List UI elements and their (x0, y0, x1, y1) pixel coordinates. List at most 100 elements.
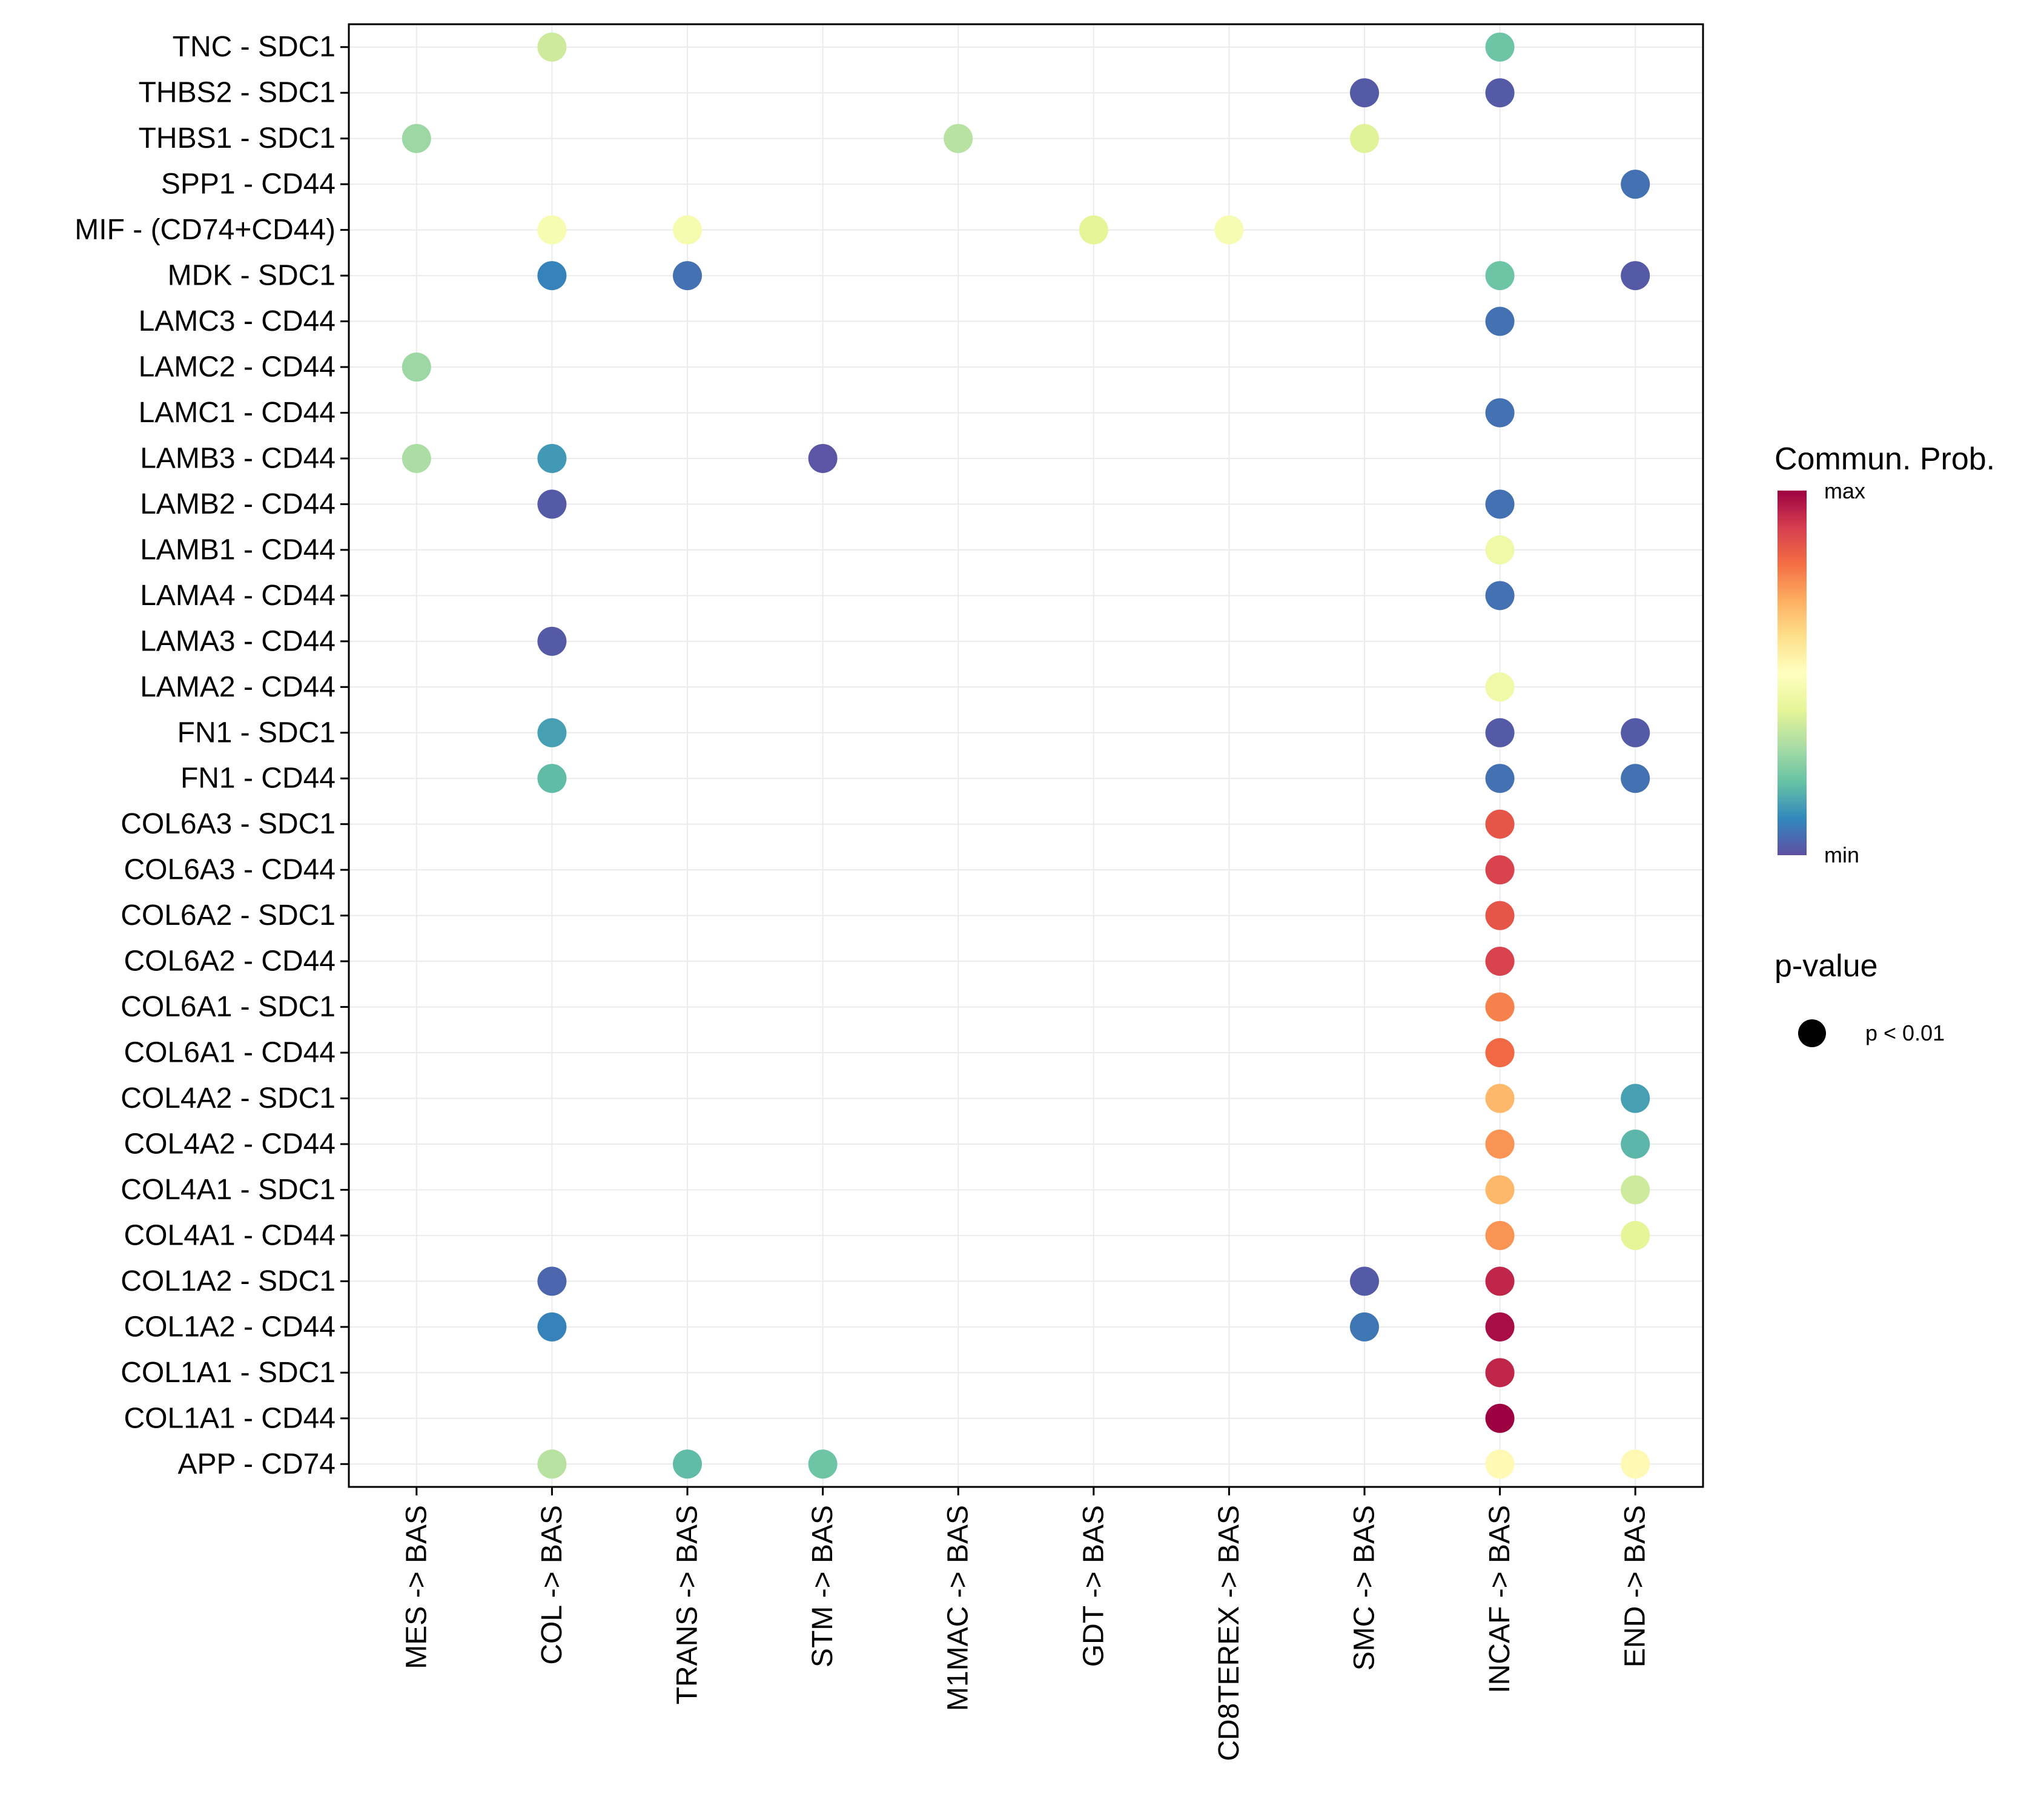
data-point (1350, 1312, 1379, 1342)
data-point (1621, 1084, 1650, 1113)
data-point (1621, 718, 1650, 747)
data-point (1350, 124, 1379, 153)
color-bar (1778, 491, 1807, 855)
data-point (402, 124, 431, 153)
y-tick-label: LAMA3 - CD44 (140, 625, 336, 657)
data-point (1485, 1266, 1515, 1296)
data-point (1485, 901, 1515, 930)
y-tick-label: LAMB1 - CD44 (140, 534, 336, 566)
data-point (537, 1266, 567, 1296)
data-point (1485, 809, 1515, 839)
y-axis: TNC - SDC1 THBS2 - SDC1 THBS1 - SDC1 SPP1 -… (74, 31, 349, 1480)
data-point (1485, 1084, 1515, 1113)
y-tick-label: FN1 - CD44 (180, 763, 336, 795)
legend: Commun. Prob. max min p-value p < 0.01 (1774, 442, 1995, 1047)
data-point (1485, 1129, 1515, 1159)
data-point (673, 261, 702, 291)
x-tick-label: STM -> BAS (807, 1505, 839, 1667)
y-tick-label: TNC - SDC1 (173, 31, 336, 63)
y-tick-label: FN1 - SDC1 (177, 717, 336, 749)
y-tick-label: COL4A2 - CD44 (124, 1128, 336, 1160)
data-point (944, 124, 973, 153)
color-legend-max-label: max (1824, 478, 1865, 503)
data-point (537, 32, 567, 62)
data-point (537, 1449, 567, 1479)
data-point (1485, 992, 1515, 1022)
data-point (537, 764, 567, 793)
y-tick-label: THBS2 - SDC1 (139, 77, 336, 109)
y-tick-label: COL1A1 - SDC1 (121, 1357, 336, 1389)
y-tick-label: LAMB3 - CD44 (140, 442, 336, 474)
size-legend-label: p < 0.01 (1865, 1021, 1945, 1045)
data-point (1079, 215, 1108, 245)
data-point (1621, 1220, 1650, 1250)
data-point (673, 1449, 702, 1479)
data-point (1485, 261, 1515, 291)
y-tick-label: LAMA4 - CD44 (140, 580, 336, 612)
x-tick-label: MES -> BAS (400, 1505, 432, 1669)
y-tick-label: APP - CD74 (177, 1448, 336, 1480)
data-point (1485, 489, 1515, 519)
data-point (1350, 1266, 1379, 1296)
y-tick-label: COL6A2 - CD44 (124, 945, 336, 978)
y-tick-label: COL1A2 - SDC1 (121, 1265, 336, 1297)
data-point (1485, 1175, 1515, 1205)
y-tick-label: THBS1 - SDC1 (139, 122, 336, 154)
y-tick-label: COL6A3 - SDC1 (121, 808, 336, 840)
data-point (402, 443, 431, 473)
y-tick-label: COL1A1 - CD44 (124, 1402, 336, 1434)
data-point (537, 261, 567, 291)
data-point (1485, 32, 1515, 62)
y-tick-label: COL1A2 - CD44 (124, 1311, 336, 1343)
y-tick-label: COL6A1 - CD44 (124, 1037, 336, 1069)
data-point (1485, 718, 1515, 747)
x-tick-label: CD8TEREX -> BAS (1213, 1505, 1245, 1761)
data-point (673, 215, 702, 245)
color-legend-title: Commun. Prob. (1774, 442, 1995, 477)
data-point (1485, 398, 1515, 428)
x-tick-label: GDT -> BAS (1077, 1505, 1110, 1667)
data-point (1621, 1129, 1650, 1159)
x-tick-label: INCAF -> BAS (1484, 1505, 1516, 1693)
data-point (808, 1449, 838, 1479)
y-tick-label: COL6A3 - CD44 (124, 854, 336, 886)
y-tick-label: COL4A1 - SDC1 (121, 1174, 336, 1206)
data-point (1621, 1449, 1650, 1479)
data-point (402, 352, 431, 382)
y-tick-label: LAMC1 - CD44 (139, 397, 336, 429)
data-point (537, 718, 567, 747)
x-tick-label: M1MAC -> BAS (942, 1505, 974, 1711)
data-point (1485, 764, 1515, 793)
data-point (537, 443, 567, 473)
data-point (1485, 672, 1515, 702)
plot-panel-border (348, 23, 1704, 1488)
data-point (537, 626, 567, 656)
x-tick-label: END -> BAS (1619, 1505, 1652, 1667)
data-point (1621, 1175, 1650, 1205)
data-point (1485, 581, 1515, 611)
data-point (537, 489, 567, 519)
grid-lines (349, 24, 1703, 1487)
data-point (808, 443, 838, 473)
data-point (1485, 1220, 1515, 1250)
data-point (1621, 261, 1650, 291)
y-tick-label: COL6A2 - SDC1 (121, 899, 336, 932)
y-tick-label: LAMB2 - CD44 (140, 488, 336, 520)
x-tick-label: TRANS -> BAS (672, 1505, 704, 1704)
y-tick-label: LAMA2 - CD44 (140, 671, 336, 703)
x-tick-label: COL -> BAS (536, 1505, 568, 1665)
data-point (1214, 215, 1244, 245)
data-point (1485, 1038, 1515, 1068)
y-tick-label: COL6A1 - SDC1 (121, 991, 336, 1023)
x-axis: MES -> BAS COL -> BAS TRANS -> BAS STM -> B… (400, 1487, 1652, 1761)
y-tick-label: LAMC3 - CD44 (139, 305, 336, 337)
color-legend-min-label: min (1824, 842, 1859, 867)
data-point (1485, 1358, 1515, 1388)
data-point (1621, 764, 1650, 793)
y-tick-label: COL4A2 - SDC1 (121, 1082, 336, 1114)
data-point (1485, 947, 1515, 976)
data-point (1485, 306, 1515, 336)
data-points (402, 32, 1650, 1479)
y-tick-label: SPP1 - CD44 (161, 168, 336, 200)
size-legend-dot (1798, 1019, 1826, 1047)
